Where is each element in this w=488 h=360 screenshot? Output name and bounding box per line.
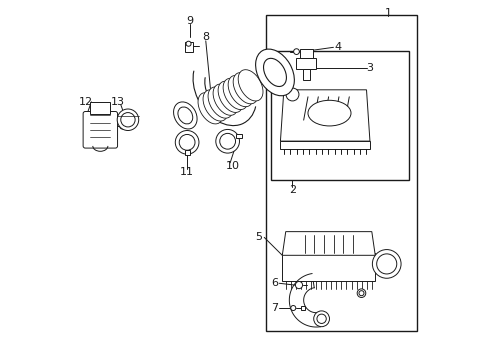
Bar: [235, 134, 242, 138]
Text: 6: 6: [270, 278, 278, 288]
FancyBboxPatch shape: [83, 112, 117, 148]
Ellipse shape: [173, 102, 197, 129]
Circle shape: [117, 109, 139, 131]
Text: 10: 10: [225, 161, 240, 171]
Ellipse shape: [228, 76, 252, 107]
Bar: [301, 306, 305, 310]
Bar: [282, 253, 374, 281]
Circle shape: [358, 291, 363, 296]
Bar: [302, 69, 309, 80]
Ellipse shape: [233, 73, 258, 104]
Text: 12: 12: [79, 97, 93, 107]
Text: 13: 13: [111, 97, 125, 107]
Ellipse shape: [203, 90, 227, 121]
Ellipse shape: [238, 70, 263, 101]
Circle shape: [120, 123, 125, 129]
Circle shape: [179, 134, 195, 150]
Circle shape: [356, 289, 365, 297]
Text: 2: 2: [288, 185, 295, 195]
Bar: [271, 51, 408, 180]
Ellipse shape: [223, 78, 247, 109]
Ellipse shape: [255, 49, 294, 96]
Circle shape: [219, 134, 235, 149]
Ellipse shape: [213, 84, 237, 115]
Text: 4: 4: [333, 42, 341, 52]
Circle shape: [316, 314, 325, 323]
Ellipse shape: [307, 100, 350, 126]
Circle shape: [285, 88, 298, 101]
Ellipse shape: [198, 93, 223, 124]
Ellipse shape: [218, 81, 243, 112]
Bar: [185, 149, 189, 155]
Circle shape: [215, 130, 239, 153]
Circle shape: [185, 41, 191, 46]
Bar: [265, 15, 416, 330]
Text: 1: 1: [384, 8, 390, 18]
Circle shape: [295, 282, 302, 289]
Polygon shape: [280, 90, 369, 141]
Ellipse shape: [178, 107, 192, 124]
Circle shape: [313, 311, 329, 327]
Bar: [90, 102, 110, 114]
Polygon shape: [282, 231, 374, 255]
Bar: [299, 49, 312, 58]
Circle shape: [372, 249, 400, 278]
Text: 8: 8: [202, 32, 209, 42]
Circle shape: [376, 254, 396, 274]
Text: 11: 11: [180, 167, 194, 177]
Circle shape: [175, 131, 199, 154]
Bar: [296, 58, 316, 69]
Circle shape: [293, 49, 299, 54]
Ellipse shape: [208, 87, 232, 118]
Text: 7: 7: [270, 303, 278, 313]
Ellipse shape: [263, 58, 286, 86]
Bar: [280, 141, 369, 149]
Text: 5: 5: [255, 232, 262, 242]
Text: 3: 3: [366, 63, 373, 73]
Bar: [185, 41, 192, 51]
Text: 9: 9: [186, 17, 193, 27]
Circle shape: [290, 306, 295, 311]
Circle shape: [121, 113, 135, 127]
